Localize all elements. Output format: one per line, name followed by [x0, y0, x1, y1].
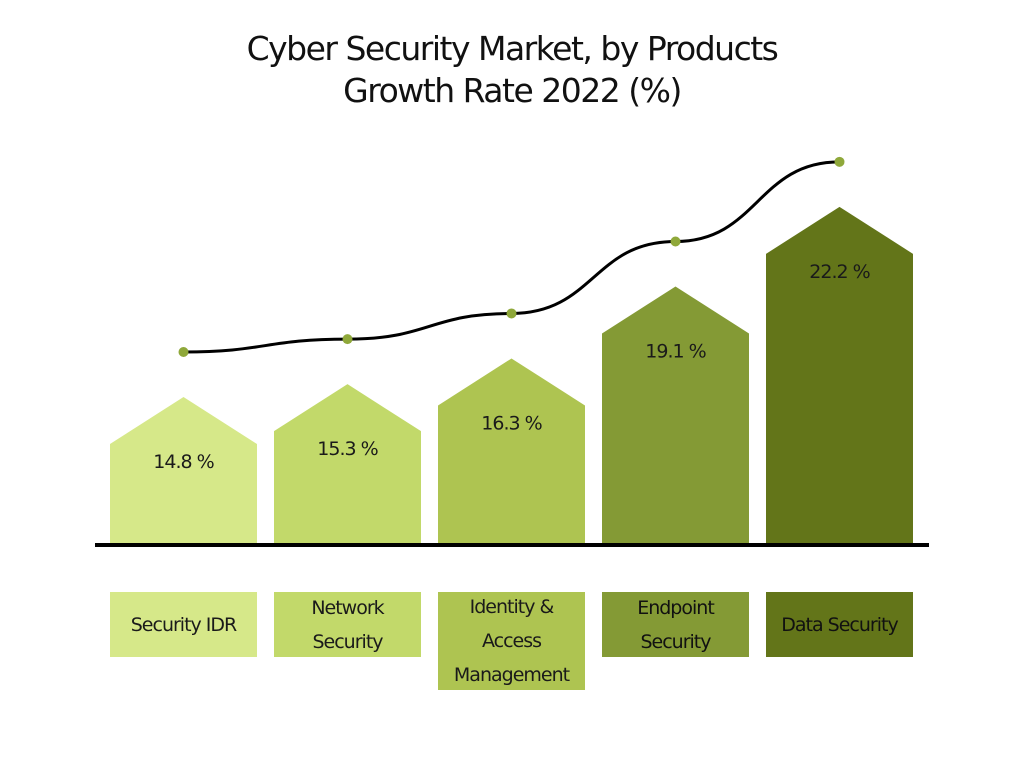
bar	[438, 358, 585, 545]
value-label: 22.2 %	[809, 261, 869, 283]
value-label: 19.1 %	[645, 340, 705, 362]
trend-point	[506, 308, 517, 319]
category-label: Endpoint Security	[602, 592, 749, 657]
chart-title-line1: Cyber Security Market, by Products	[246, 29, 779, 68]
trend-line	[183, 160, 840, 354]
category-label: Network Security	[274, 592, 421, 657]
value-label: 16.3 %	[481, 412, 541, 434]
bar	[766, 206, 913, 545]
chart-title-line2: Growth Rate 2022 (%)	[343, 71, 682, 110]
category-label: Identity & Access Management	[438, 592, 585, 690]
bar	[274, 384, 421, 545]
trend-point	[670, 236, 681, 247]
chart-title: Cyber Security Market, by Products Growt…	[0, 28, 1024, 112]
value-label: 14.8 %	[153, 451, 213, 473]
trend-point	[834, 156, 845, 167]
bar	[110, 397, 257, 545]
value-label: 15.3 %	[317, 438, 377, 460]
trend-point	[342, 334, 353, 345]
bar	[602, 286, 749, 545]
trend-point	[178, 347, 189, 357]
category-label: Data Security	[766, 592, 913, 657]
category-label: Security IDR	[110, 592, 257, 657]
